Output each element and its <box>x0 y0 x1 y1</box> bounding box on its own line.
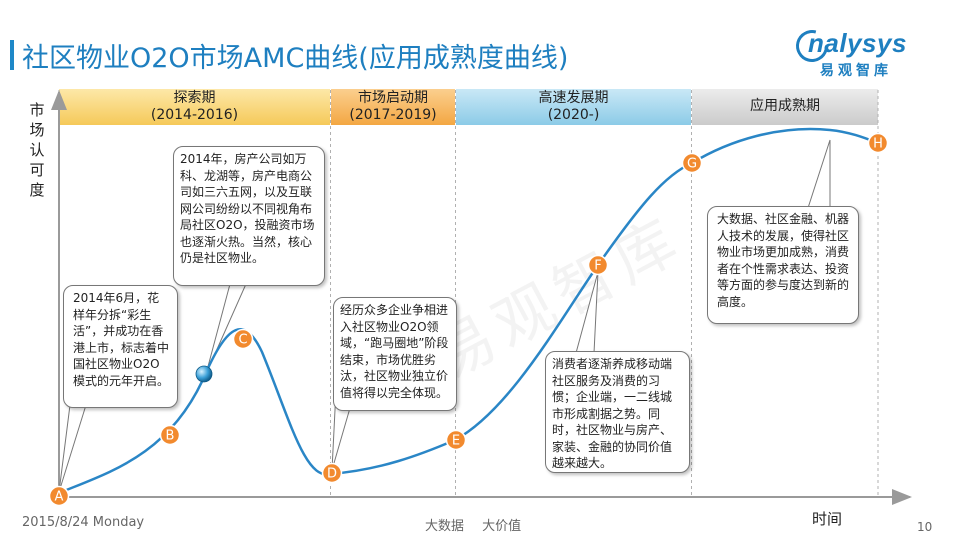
title-accent-bar <box>10 40 14 70</box>
phase-rapid-growth: 高速发展期 (2020-) <box>456 89 691 125</box>
page-title: 社区物业O2O市场AMC曲线(应用成熟度曲线) <box>22 43 569 74</box>
phase-years: (2020-) <box>547 107 600 123</box>
point-d: D <box>321 462 343 484</box>
callout-pointer <box>58 404 87 493</box>
point-marker <box>159 424 181 446</box>
milestone-points: A B C D E F G H <box>48 132 889 507</box>
footer-slogan-right: 大价值 <box>482 519 522 534</box>
y-axis-label: 市场认可度 <box>29 101 45 199</box>
point-c: C <box>232 328 254 350</box>
callout-maturity: 大数据、社区金融、机器人技术的发展，使得社区物业市场更加成熟，消费者在个性需求表… <box>707 206 859 324</box>
callout-consumer-habits: 消费者逐渐养成移动端社区服务及消费的习惯；企业端，一二线城市形成割据之势。同时，… <box>545 351 690 473</box>
phase-market-launch: 市场启动期 (2017-2019) <box>331 89 455 125</box>
point-marker <box>681 152 703 174</box>
phase-name: 市场启动期 <box>358 90 428 106</box>
phase-name: 应用成熟期 <box>750 98 820 114</box>
callout-2014-layout: 2014年，房产公司如万科、龙湖等，房产电商公司如三六五网，以及互联网公司纷纷以… <box>173 146 325 286</box>
point-marker <box>48 485 70 507</box>
phase-exploration: 探索期 (2014-2016) <box>59 89 330 125</box>
phase-years: (2014-2016) <box>150 107 239 123</box>
point-label: F <box>594 259 601 274</box>
logo-name: nalysys <box>808 28 907 58</box>
footer-slogan-left: 大数据 <box>425 519 465 534</box>
point-label: H <box>873 137 883 152</box>
point-marker <box>232 328 254 350</box>
phase-name: 探索期 <box>173 90 216 106</box>
blue-sphere-icon <box>195 365 213 383</box>
point-label: C <box>238 333 247 348</box>
logo-subtitle: 易观智库 <box>820 63 892 79</box>
callout-2014-june-listing: 2014年6月，花样年分拆“彩生活”，并成功在香港上市，标志着中国社区物业O2O… <box>63 285 178 408</box>
point-label: G <box>687 157 697 172</box>
point-b: B <box>159 424 181 446</box>
phase-years: (2017-2019) <box>349 107 437 123</box>
point-marker <box>321 462 343 484</box>
point-label: D <box>327 467 337 482</box>
footer-date: 2015/8/24 Monday <box>22 515 145 530</box>
callout-market-consolidation: 经历众多企业争相进入社区物业O2O领域，“跑马圈地”阶段结束，市场优胜劣汰，社区… <box>333 297 457 411</box>
point-label: E <box>452 434 460 449</box>
point-label: A <box>55 490 64 505</box>
point-g: G <box>681 152 703 174</box>
phase-maturity: 应用成熟期 <box>692 89 878 125</box>
footer-slogan: 大数据 大价值 <box>425 515 535 534</box>
page-number: 10 <box>917 520 933 534</box>
point-h: H <box>867 132 889 154</box>
point-label: B <box>166 429 175 444</box>
point-f: F <box>587 254 609 276</box>
point-a: A <box>48 485 70 507</box>
callout-pointer <box>807 139 831 209</box>
point-marker <box>587 254 609 276</box>
phase-name: 高速发展期 <box>538 90 609 106</box>
point-marker <box>867 132 889 154</box>
point-marker <box>445 429 467 451</box>
point-e: E <box>445 429 467 451</box>
x-axis-label: 时间 <box>812 510 843 528</box>
callout-pointer <box>575 271 599 354</box>
